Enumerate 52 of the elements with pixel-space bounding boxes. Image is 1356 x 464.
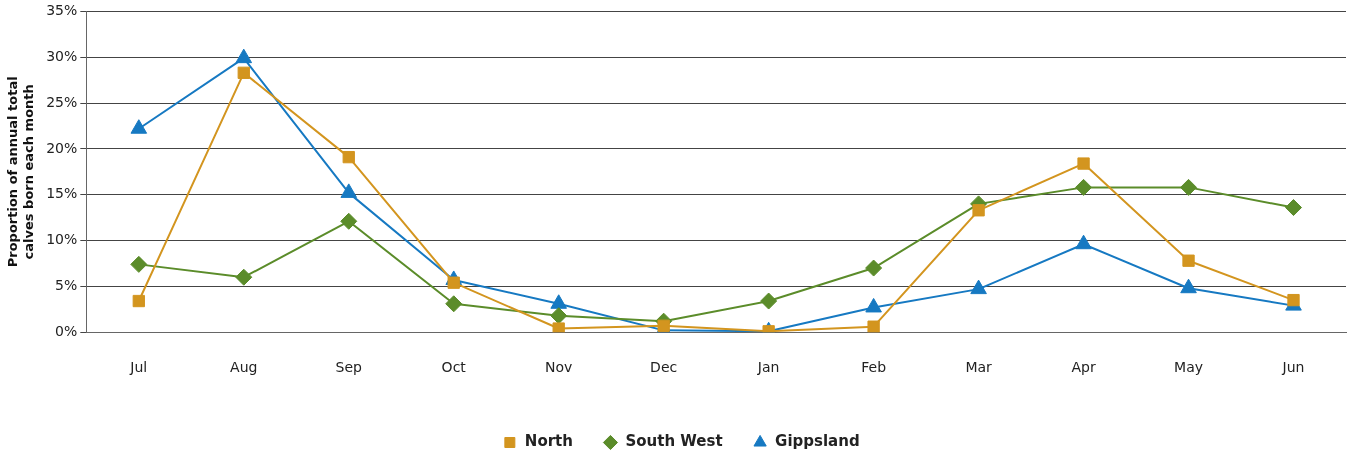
point — [970, 279, 987, 295]
x-tick-label: Aug — [230, 359, 258, 376]
x-tick-label: Oct — [441, 359, 467, 376]
point — [445, 295, 463, 313]
x-tick-label: Apr — [1071, 359, 1096, 376]
point — [447, 276, 460, 289]
x-tick-label: Sep — [335, 359, 363, 376]
point — [340, 183, 358, 198]
point — [340, 212, 358, 230]
point — [132, 294, 145, 308]
point — [1287, 293, 1300, 307]
point — [130, 255, 148, 273]
y-tick-label: 10% — [46, 231, 78, 248]
x-tick-label: Nov — [545, 359, 573, 376]
point — [760, 292, 778, 310]
point — [552, 322, 565, 333]
x-tick-label: Mar — [965, 359, 993, 376]
y-tick-label: 15% — [46, 185, 78, 202]
y-tick-label: 25% — [46, 93, 78, 110]
point — [1182, 254, 1195, 267]
point — [550, 307, 568, 325]
y-tick-label: 0% — [55, 322, 78, 339]
point — [1075, 178, 1093, 196]
y-tick-label: 30% — [46, 47, 78, 64]
point — [867, 320, 880, 333]
point — [237, 66, 250, 79]
x-tick-label: May — [1174, 359, 1204, 376]
y-tick-label: 5% — [55, 277, 78, 294]
y-axis-title: Proportion of annual total calves born each month — [5, 76, 36, 268]
point — [550, 294, 567, 309]
point — [1180, 278, 1197, 294]
legend-label: North — [524, 432, 573, 451]
point — [865, 259, 883, 277]
legend-label: South West — [625, 432, 723, 451]
point — [235, 48, 253, 64]
point — [865, 297, 882, 313]
x-tick-label: Feb — [861, 359, 887, 376]
x-tick-label: Dec — [650, 359, 678, 376]
point — [972, 204, 985, 217]
point — [130, 119, 148, 134]
x-tick-label: Jan — [756, 359, 780, 376]
point — [1180, 178, 1198, 196]
y-tick-label: 20% — [46, 139, 78, 156]
point — [235, 268, 253, 286]
point — [1285, 199, 1303, 217]
legend-label: Gippsland — [775, 432, 860, 451]
point — [342, 150, 355, 164]
x-tick-label: Jun — [1281, 359, 1305, 376]
point — [1075, 234, 1092, 250]
y-tick-label: 35% — [46, 2, 78, 19]
x-tick-label: Jul — [129, 359, 148, 376]
point — [1077, 157, 1090, 170]
